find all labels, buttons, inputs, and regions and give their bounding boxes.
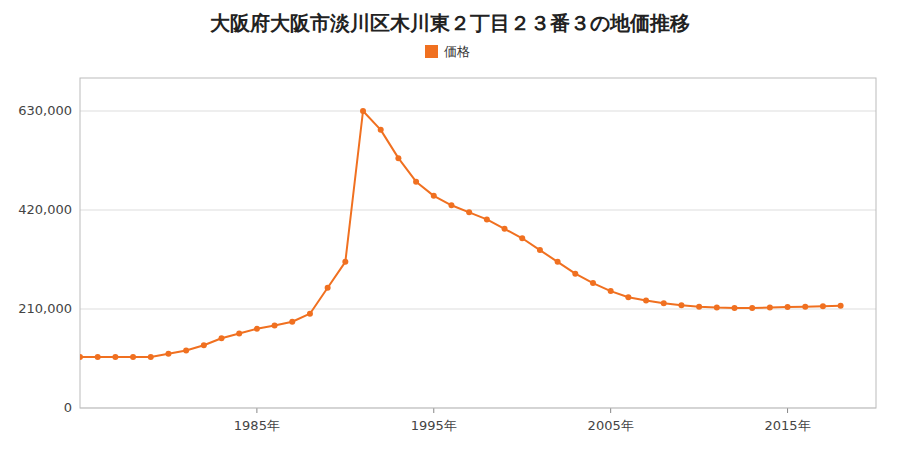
point [219,335,225,341]
y-tick-label: 420,000 [18,202,72,217]
point [466,209,472,215]
chart: 大阪府大阪市淡川区木川東２丁目２３番３の地価推移 0 210,000 420,000 6… [0,0,900,450]
title: 大阪府大阪市淡川区木川東２丁目２３番３の地価推移 [210,11,690,35]
x-tick-label: 1985年 [234,418,280,433]
point [749,305,755,311]
point [201,342,207,348]
x-tick-label: 2005年 [588,418,634,433]
point [342,259,348,265]
line [80,111,841,357]
point [714,305,720,311]
point [431,193,437,199]
y-tick-label: 630,000 [18,103,72,118]
point [360,108,366,114]
point [378,127,384,133]
point [130,354,136,360]
x-tick [433,408,434,413]
grid-line [80,210,876,211]
point [272,323,278,329]
point [838,303,844,309]
point [802,304,808,310]
point [307,311,313,317]
point [661,300,667,306]
y-tick-label: 0 [64,400,72,415]
y-tick-label: 210,000 [18,301,72,316]
point [325,285,331,291]
point [820,303,826,309]
point [413,179,419,185]
point [608,288,614,294]
point [254,326,260,332]
plot-frame [80,78,876,408]
point [767,305,773,311]
point [183,347,189,353]
point [678,302,684,308]
point [502,226,508,232]
x-tick [787,408,788,413]
plot-area [80,108,844,360]
point [519,235,525,241]
point [572,271,578,277]
point [289,319,295,325]
point [555,259,561,265]
point [80,354,83,360]
point [148,354,154,360]
point [696,304,702,310]
x-tick-label: 1995年 [411,418,457,433]
point [236,331,242,337]
point [484,216,490,222]
x-tick-label: 2015年 [765,418,811,433]
point [625,294,631,300]
point [112,354,118,360]
x-tick [610,408,611,413]
point [537,247,543,253]
legend-label: 価格 [444,44,470,59]
point [95,354,101,360]
legend: 価格 [425,44,470,59]
point [448,202,454,208]
grid [80,111,876,413]
point [395,155,401,161]
point [785,304,791,310]
point [590,280,596,286]
point [643,298,649,304]
point [731,305,737,311]
legend-swatch [425,45,438,58]
grid-line [80,111,876,112]
x-tick [256,408,257,413]
point [165,351,171,357]
